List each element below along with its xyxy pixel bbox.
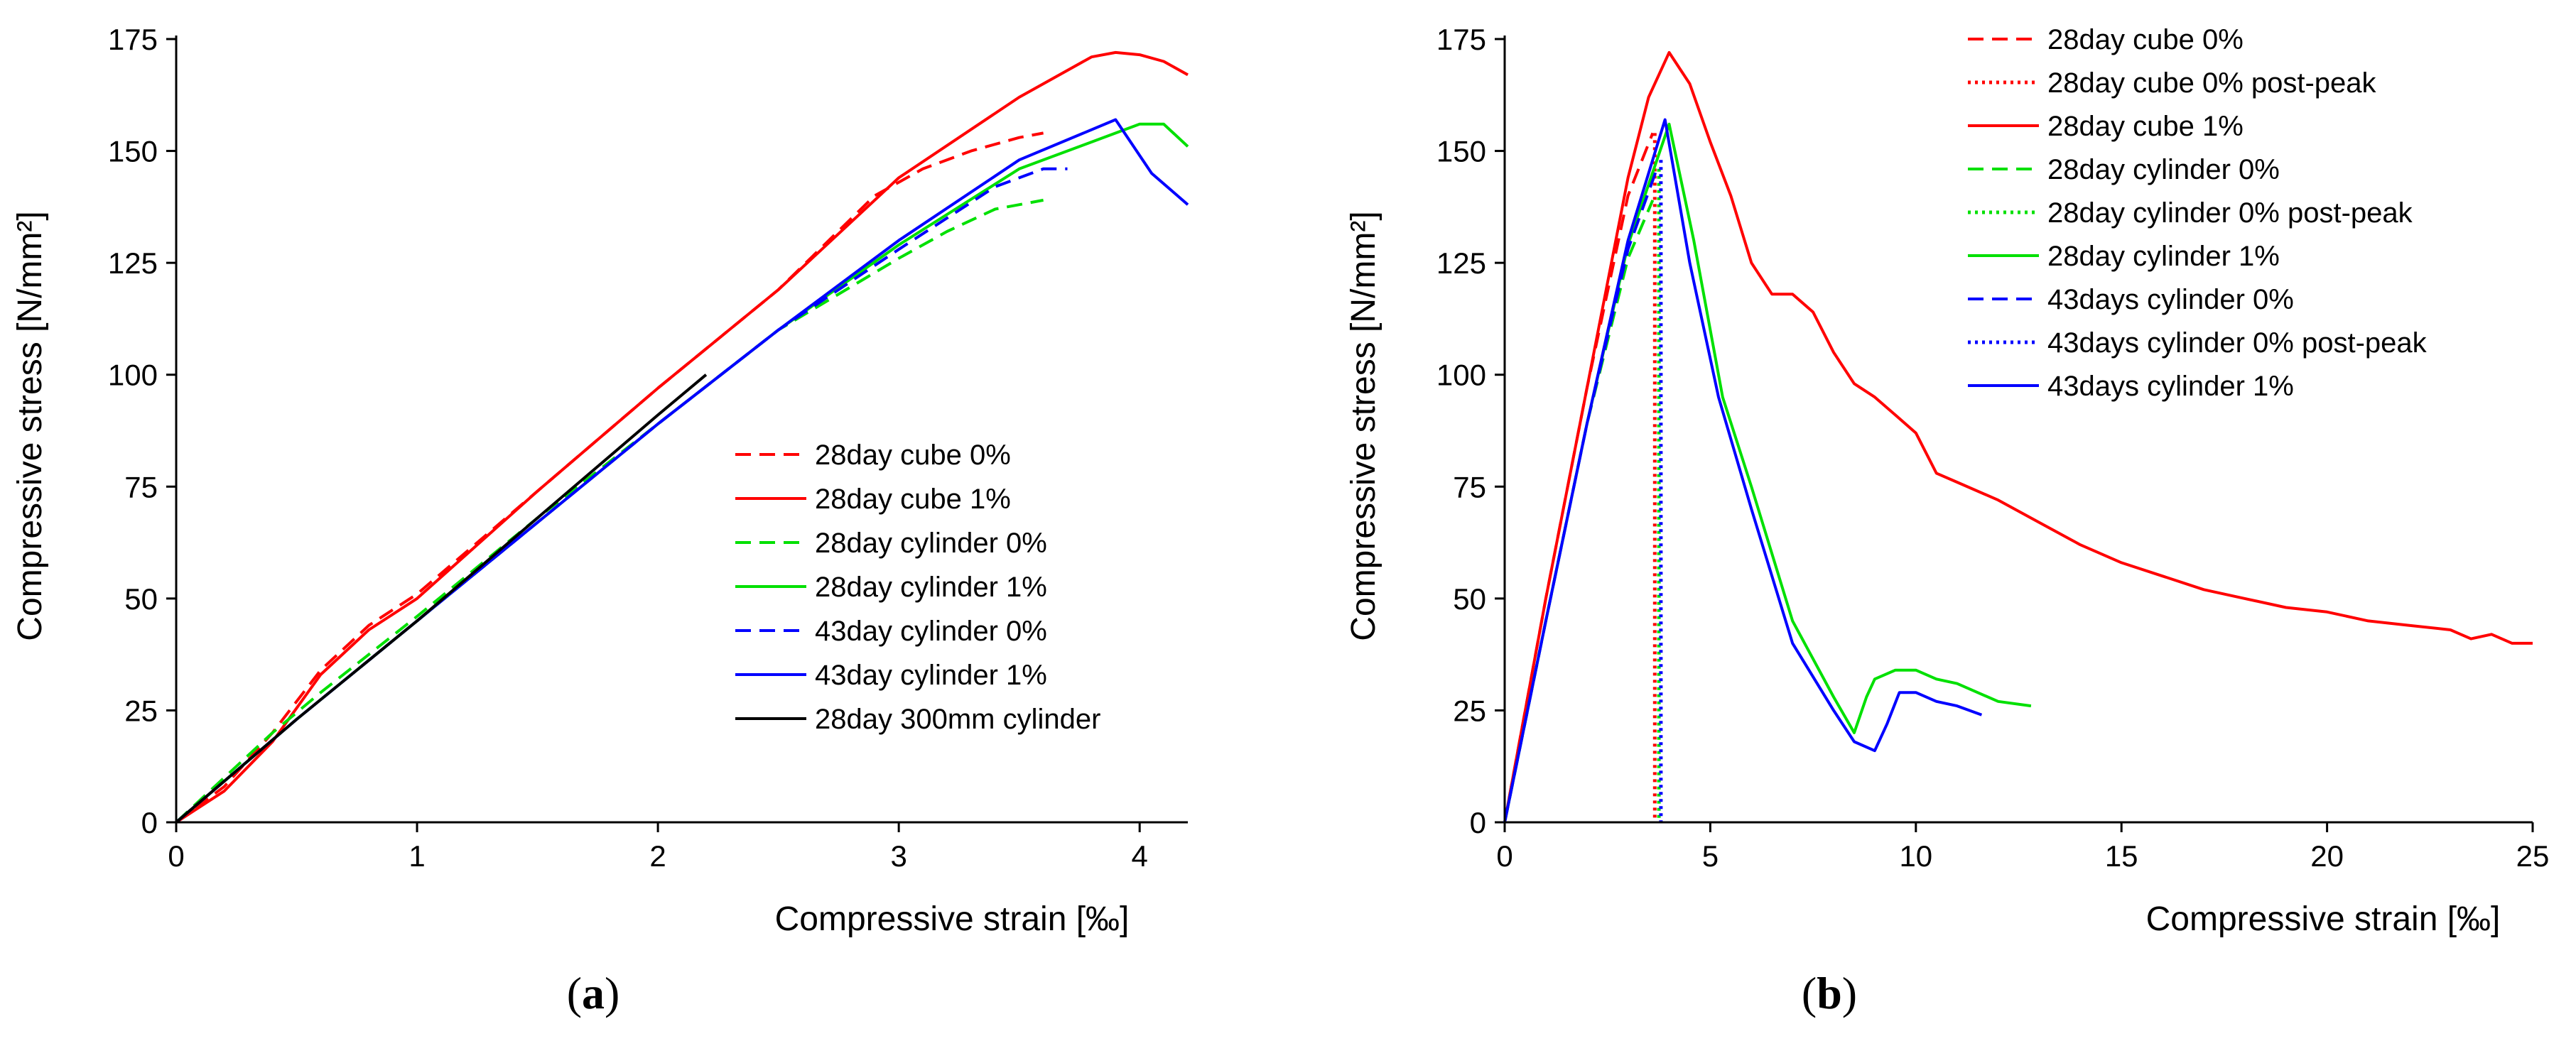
legend-label: 28day cylinder 0%: [2047, 154, 2280, 185]
chart-b-y-tick-label: 25: [1453, 694, 1486, 727]
legend-label: 43days cylinder 0% post-peak: [2047, 327, 2428, 359]
series-line: [1503, 118, 1983, 823]
chart-panel-b: 0 5 10 15 20 25 0 25 50 75 100 125 150 175 Compressiv…: [1345, 23, 2549, 938]
chart-b-x-tick-label: 5: [1702, 839, 1719, 873]
chart-b-y-tick-label: 175: [1436, 23, 1486, 56]
chart-b-y-axis-title: Compressive stress [N/mm²]: [1345, 211, 1382, 641]
chart-a-x-tick-label: 3: [890, 839, 907, 873]
series-line: [1503, 168, 1659, 823]
panel-label-b-open: (: [1802, 968, 1817, 1018]
chart-b-x-tick-label: 10: [1899, 839, 1932, 873]
legend-label: 28day cube 1%: [815, 484, 1011, 515]
legend-label: 28day 300mm cylinder: [815, 704, 1100, 735]
chart-a-y-tick-label: 175: [108, 23, 158, 56]
chart-a-x-axis-title: Compressive strain [‰]: [775, 900, 1130, 938]
chart-b-series: [1503, 50, 2533, 823]
series-line: [175, 131, 1044, 824]
legend-label: 43days cylinder 1%: [2047, 371, 2294, 402]
chart-a-y-tick-label: 75: [124, 470, 158, 503]
chart-a-ticks: 0 1 2 3 4 0 25 50 75 100 125 150 175: [108, 23, 1148, 873]
chart-a-y-axis-title: Compressive stress [N/mm²]: [11, 211, 49, 641]
chart-b-x-axis-title: Compressive strain [‰]: [2146, 900, 2501, 938]
legend-label: 28day cylinder 0% post-peak: [2047, 197, 2413, 229]
chart-a-legend: 28day cube 0% 28day cube 1% 28day cylinder…: [735, 440, 1100, 735]
panel-label-a-letter: a: [582, 968, 605, 1018]
series-line: [175, 50, 1189, 824]
chart-a-y-tick-label: 150: [108, 135, 158, 168]
legend-label: 28day cylinder 1%: [815, 572, 1047, 603]
panel-label-b-letter: b: [1817, 968, 1842, 1018]
legend-label: 43day cylinder 1%: [815, 660, 1047, 691]
chart-a-x-tick-label: 2: [649, 839, 666, 873]
series-line: [1503, 50, 2533, 823]
legend-label: 28day cube 0% post-peak: [2047, 67, 2377, 99]
chart-b-y-tick-label: 100: [1436, 359, 1486, 392]
panel-label-b: (b): [1802, 968, 1857, 1018]
legend-label: 28day cube 0%: [815, 440, 1011, 471]
legend-label: 28day cylinder 1%: [2047, 241, 2280, 272]
chart-a-x-tick-label: 1: [408, 839, 425, 873]
chart-b-x-tick-label: 15: [2105, 839, 2138, 873]
legend-label: 28day cube 1%: [2047, 111, 2244, 142]
chart-a-x-tick-label: 0: [168, 839, 184, 873]
chart-b-y-tick-label: 150: [1436, 135, 1486, 168]
series-line: [175, 374, 708, 824]
chart-a-x-tick-label: 4: [1132, 839, 1148, 873]
chart-b-ticks: 0 5 10 15 20 25 0 25 50 75 100 125 150 175: [1436, 23, 2549, 873]
chart-panel-a: 0 1 2 3 4 0 25 50 75 100 125 150 175 Compressive str…: [11, 23, 1189, 938]
chart-a-y-tick-label: 125: [108, 246, 158, 280]
legend-label: 43day cylinder 0%: [815, 616, 1047, 647]
chart-a-y-tick-label: 50: [124, 582, 158, 616]
legend-label: 43days cylinder 0%: [2047, 284, 2294, 315]
panel-label-b-close: ): [1842, 968, 1857, 1018]
series-line: [1503, 122, 2032, 823]
chart-b-x-tick-label: 25: [2516, 839, 2550, 873]
chart-b-x-tick-label: 0: [1496, 839, 1512, 873]
panel-label-a-open: (: [567, 968, 582, 1018]
chart-a-y-tick-label: 100: [108, 359, 158, 392]
chart-b-y-tick-label: 50: [1453, 582, 1486, 616]
chart-b-legend: 28day cube 0% 28day cube 0% post-peak 28da…: [1968, 24, 2428, 402]
chart-a-y-tick-label: 0: [141, 806, 158, 839]
panel-label-a: (a): [567, 968, 620, 1018]
chart-b-y-tick-label: 75: [1453, 470, 1486, 503]
chart-b-y-tick-label: 0: [1470, 806, 1486, 839]
series-line: [1503, 200, 1655, 823]
chart-a-y-tick-label: 25: [124, 694, 158, 727]
chart-a-series: [175, 50, 1189, 824]
chart-b-y-tick-label: 125: [1436, 246, 1486, 280]
legend-label: 28day cylinder 0%: [815, 528, 1047, 559]
panel-label-a-close: ): [605, 968, 619, 1018]
chart-b-x-tick-label: 20: [2310, 839, 2344, 873]
legend-label: 28day cube 0%: [2047, 24, 2244, 55]
